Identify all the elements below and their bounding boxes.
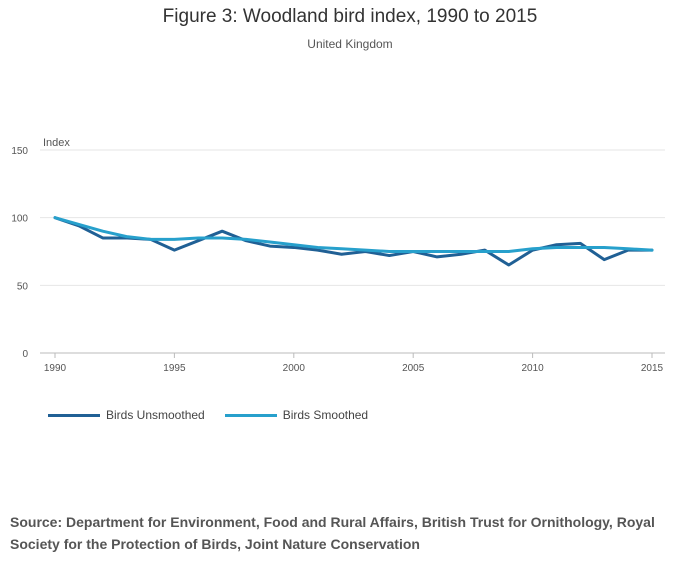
legend-label-smoothed: Birds Smoothed (282, 408, 369, 422)
grid-lines (40, 149, 665, 358)
chart-subtitle: United Kingdom (307, 37, 393, 51)
x-tick-label: 1990 (44, 363, 67, 374)
y-tick-label: 100 (11, 214, 28, 225)
legend-label-unsmoothed: Birds Unsmoothed (106, 408, 205, 422)
series-lines (53, 216, 654, 267)
x-tick-label: 2000 (283, 363, 306, 374)
source-note: Source: Department for Environment, Food… (10, 514, 655, 552)
chart-title: Figure 3: Woodland bird index, 1990 to 2… (162, 6, 538, 27)
series-line-unsmoothed[interactable] (53, 216, 654, 267)
y-tick-label: 150 (11, 146, 28, 157)
x-tick-label: 2015 (641, 363, 664, 374)
legend: Birds Unsmoothed Birds Smoothed (48, 408, 368, 422)
x-tick-label: 2005 (402, 363, 425, 374)
series-line-smoothed[interactable] (53, 216, 654, 253)
legend-swatch-unsmoothed (48, 413, 100, 417)
tick-labels: 0 50 100 150 1990 1995 2000 2005 2010 2015 (11, 146, 663, 374)
y-axis-label: Index (43, 137, 70, 149)
legend-swatch-smoothed (224, 413, 277, 417)
y-tick-label: 0 (22, 349, 28, 360)
legend-item-smoothed[interactable]: Birds Smoothed (224, 408, 369, 422)
x-tick-label: 1995 (163, 363, 186, 374)
y-tick-label: 50 (17, 281, 29, 292)
legend-item-unsmoothed[interactable]: Birds Unsmoothed (48, 408, 205, 422)
x-tick-label: 2010 (521, 363, 544, 374)
chart-plot: Index 0 50 100 150 1990 1995 2000 2005 2010 2015 (11, 137, 665, 374)
axes: Index (43, 137, 70, 149)
